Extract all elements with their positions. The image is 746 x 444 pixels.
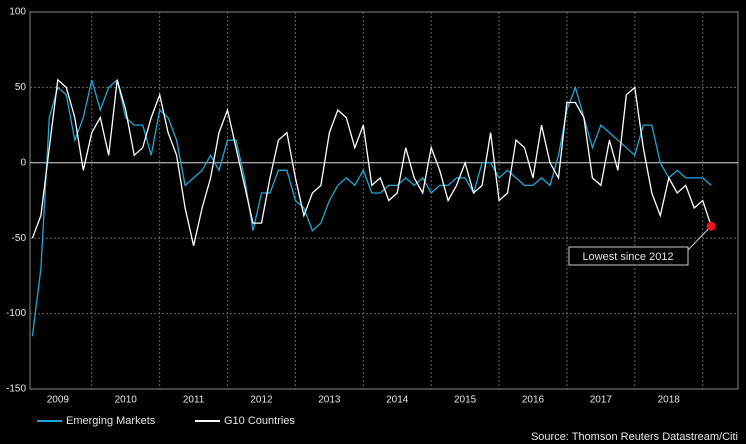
plot-frame [29,11,739,390]
x-tick-label: 2016 [522,395,545,406]
x-tick-label: 2009 [47,395,70,406]
y-tick-label: -50 [12,233,27,244]
y-tick-label: 50 [15,82,27,93]
legend-label: G10 Countries [224,415,295,427]
annotation: Lowest since 2012 [582,251,673,263]
x-tick-label: 2013 [318,395,341,406]
highlight-point [706,221,716,231]
x-tick-label: 2018 [658,395,681,406]
x-tick-label: 2014 [386,395,409,406]
annotation-box [568,246,689,266]
source: Source: Thomson Reuters Datastream/Citi [531,431,738,443]
legend-label: Emerging Markets [66,415,156,427]
x-tick-label: 2010 [115,395,138,406]
x-tick-label: 2015 [454,395,477,406]
lines [31,78,712,337]
y-tick-label: 100 [9,7,26,18]
annotation-pointer [687,225,712,251]
x-tick-label: 2011 [183,395,205,406]
x-tick-label: 2017 [590,395,613,406]
series-line [31,78,712,246]
y-tick-label: 0 [20,157,26,168]
legend: Emerging Markets G10 Countries [37,415,295,427]
x-tick-label: 2012 [250,395,273,406]
y-tick-label: -150 [6,384,26,395]
grid [30,12,738,389]
annotation-group: Lowest since 2012 [568,225,712,266]
series-line [31,78,712,337]
y-tick-label: -100 [6,308,26,319]
